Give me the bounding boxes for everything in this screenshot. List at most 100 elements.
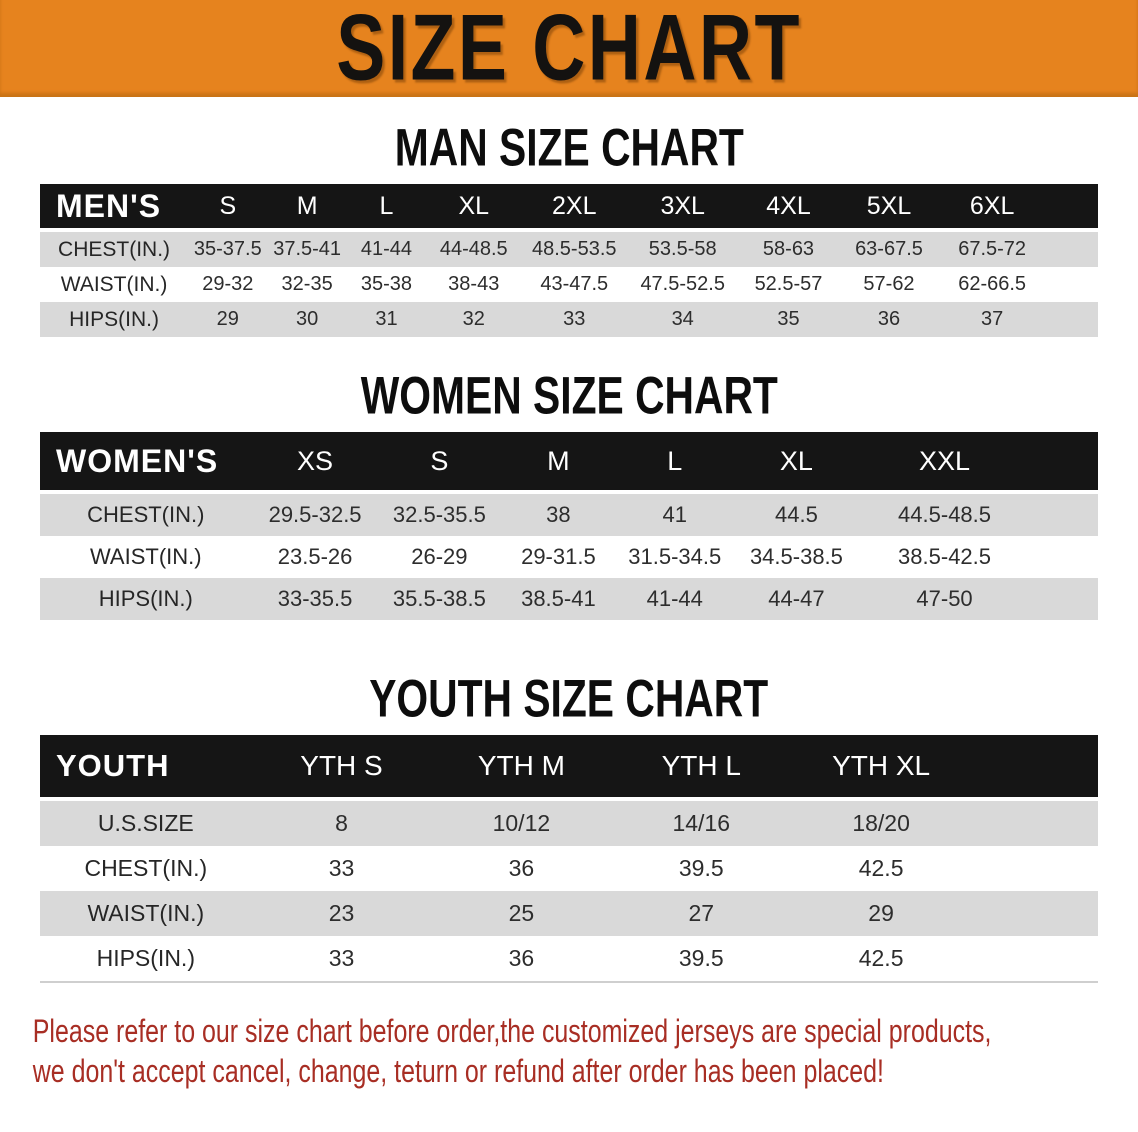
filler-cell xyxy=(971,846,1098,891)
size-value-cell: 35 xyxy=(738,302,839,337)
size-value-cell: 31 xyxy=(346,302,427,337)
filler-cell xyxy=(1029,432,1098,492)
size-value-cell: 34 xyxy=(627,302,739,337)
filler-cell xyxy=(1029,492,1098,536)
women-corner-label: WOMEN'S xyxy=(40,432,252,492)
size-value-cell: 25 xyxy=(431,891,612,936)
size-column-header: XL xyxy=(732,432,860,492)
size-column-header: XL xyxy=(426,184,522,230)
youth-chest-row: CHEST(IN.) 33 36 39.5 42.5 xyxy=(40,846,1098,891)
size-value-cell: 36 xyxy=(431,936,612,982)
footer-line-2: we don't accept cancel, change, teturn o… xyxy=(32,1053,884,1089)
youth-waist-row: WAIST(IN.) 23 25 27 29 xyxy=(40,891,1098,936)
size-value-cell: 47.5-52.5 xyxy=(627,267,739,302)
size-value-cell: 38-43 xyxy=(426,267,522,302)
row-label-cell: CHEST(IN.) xyxy=(40,846,252,891)
size-value-cell: 37.5-41 xyxy=(267,230,347,267)
size-value-cell: 29 xyxy=(188,302,268,337)
men-header-row: MEN'S S M L XL 2XL 3XL 4XL 5XL 6XL xyxy=(40,184,1098,230)
filler-cell xyxy=(971,799,1098,846)
size-column-header: S xyxy=(188,184,268,230)
women-header-row: WOMEN'S XS S M L XL XXL xyxy=(40,432,1098,492)
size-column-header: 6XL xyxy=(939,184,1046,230)
men-section-heading: MAN SIZE CHART xyxy=(0,119,1138,184)
row-label-cell: CHEST(IN.) xyxy=(40,492,252,536)
size-value-cell: 33 xyxy=(251,846,432,891)
size-value-cell: 67.5-72 xyxy=(939,230,1046,267)
size-value-cell: 23.5-26 xyxy=(251,536,379,578)
men-heading-text: MAN SIZE CHART xyxy=(394,119,744,178)
youth-corner-label: YOUTH xyxy=(40,735,252,799)
size-value-cell: 38.5-42.5 xyxy=(859,536,1030,578)
youth-section-heading: YOUTH SIZE CHART xyxy=(0,673,1138,735)
filler-cell xyxy=(1045,184,1098,230)
filler-cell xyxy=(1029,578,1098,620)
youth-size-table: YOUTH YTH S YTH M YTH L YTH XL U.S.SIZE … xyxy=(40,735,1098,983)
size-value-cell: 39.5 xyxy=(611,936,792,982)
size-column-header: YTH L xyxy=(611,735,792,799)
size-value-cell: 36 xyxy=(431,846,612,891)
filler-cell xyxy=(1029,536,1098,578)
size-value-cell: 29 xyxy=(791,891,972,936)
filler-cell xyxy=(971,936,1098,982)
size-value-cell: 33 xyxy=(251,936,432,982)
size-value-cell: 35-38 xyxy=(346,267,427,302)
size-value-cell: 33 xyxy=(521,302,628,337)
size-value-cell: 39.5 xyxy=(611,846,792,891)
size-value-cell: 44-47 xyxy=(732,578,860,620)
size-value-cell: 58-63 xyxy=(738,230,839,267)
size-value-cell: 29-32 xyxy=(188,267,268,302)
size-value-cell: 37 xyxy=(939,302,1046,337)
size-value-cell: 30 xyxy=(267,302,347,337)
footer-note: Please refer to our size chart before or… xyxy=(0,1011,1138,1091)
women-heading-text: WOMEN SIZE CHART xyxy=(360,367,778,426)
size-value-cell: 63-67.5 xyxy=(838,230,940,267)
size-value-cell: 52.5-57 xyxy=(738,267,839,302)
size-value-cell: 32 xyxy=(426,302,522,337)
size-value-cell: 44-48.5 xyxy=(426,230,522,267)
footer-line-1: Please refer to our size chart before or… xyxy=(32,1013,992,1049)
row-label-cell: WAIST(IN.) xyxy=(40,891,252,936)
size-value-cell: 8 xyxy=(251,799,432,846)
size-value-cell: 32.5-35.5 xyxy=(378,492,501,536)
filler-cell xyxy=(971,891,1098,936)
size-value-cell: 29-31.5 xyxy=(500,536,617,578)
size-value-cell: 27 xyxy=(611,891,792,936)
size-column-header: M xyxy=(267,184,347,230)
size-value-cell: 41-44 xyxy=(616,578,733,620)
size-value-cell: 38.5-41 xyxy=(500,578,617,620)
women-section-heading: WOMEN SIZE CHART xyxy=(0,367,1138,432)
men-waist-row: WAIST(IN.) 29-32 32-35 35-38 38-43 43-47… xyxy=(40,267,1098,302)
men-hips-row: HIPS(IN.) 29 30 31 32 33 34 35 36 37 xyxy=(40,302,1098,337)
youth-header-row: YOUTH YTH S YTH M YTH L YTH XL xyxy=(40,735,1098,799)
size-value-cell: 41-44 xyxy=(346,230,427,267)
row-label-cell: HIPS(IN.) xyxy=(40,578,252,620)
size-column-header: 5XL xyxy=(838,184,940,230)
size-value-cell: 41 xyxy=(616,492,733,536)
size-value-cell: 47-50 xyxy=(859,578,1030,620)
size-column-header: 3XL xyxy=(627,184,739,230)
size-value-cell: 44.5-48.5 xyxy=(859,492,1030,536)
size-column-header: YTH M xyxy=(431,735,612,799)
youth-ussize-row: U.S.SIZE 8 10/12 14/16 18/20 xyxy=(40,799,1098,846)
women-chest-row: CHEST(IN.) 29.5-32.5 32.5-35.5 38 41 44.… xyxy=(40,492,1098,536)
size-column-header: S xyxy=(378,432,501,492)
women-hips-row: HIPS(IN.) 33-35.5 35.5-38.5 38.5-41 41-4… xyxy=(40,578,1098,620)
filler-cell xyxy=(971,735,1098,799)
size-value-cell: 62-66.5 xyxy=(939,267,1046,302)
size-value-cell: 10/12 xyxy=(431,799,612,846)
size-column-header: L xyxy=(346,184,427,230)
row-label-cell: WAIST(IN.) xyxy=(40,536,252,578)
row-label-cell: WAIST(IN.) xyxy=(40,267,189,302)
size-value-cell: 26-29 xyxy=(378,536,501,578)
women-size-table: WOMEN'S XS S M L XL XXL CHEST(IN.) 29.5-… xyxy=(40,432,1098,620)
size-column-header: YTH XL xyxy=(791,735,972,799)
size-column-header: XS xyxy=(251,432,379,492)
size-value-cell: 42.5 xyxy=(791,846,972,891)
size-column-header: L xyxy=(616,432,733,492)
size-value-cell: 33-35.5 xyxy=(251,578,379,620)
size-value-cell: 36 xyxy=(838,302,940,337)
size-value-cell: 53.5-58 xyxy=(627,230,739,267)
row-label-cell: U.S.SIZE xyxy=(40,799,252,846)
